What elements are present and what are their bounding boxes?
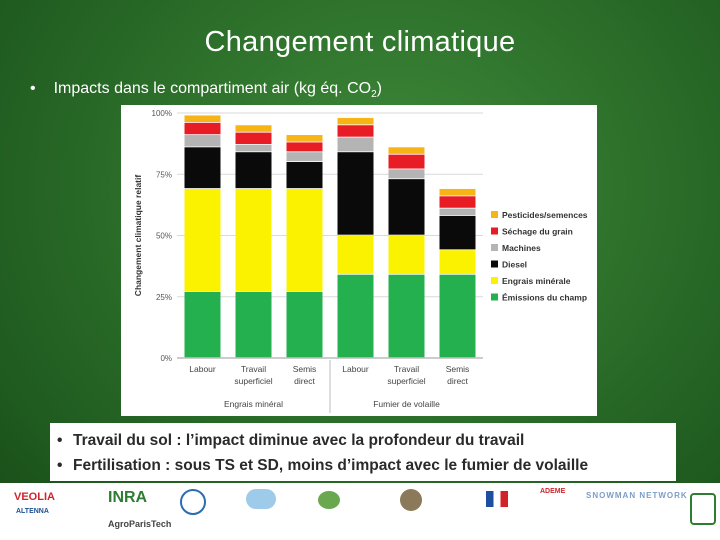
x-tick-label: superficiel	[387, 376, 425, 386]
legend-swatch	[491, 244, 498, 251]
bar-segment	[388, 147, 425, 154]
bar-segment	[184, 122, 221, 135]
stacked-bar-chart: 0% 25% 50% 75% 100% Changement climatique rel…	[133, 109, 588, 413]
bar-segment	[235, 152, 272, 189]
partner-round-icon	[400, 489, 422, 511]
bar-segment	[439, 215, 476, 250]
bar-segment	[235, 188, 272, 292]
legend-label: Séchage du grain	[502, 227, 573, 237]
legend-label: Engrais minérale	[502, 276, 571, 286]
bar-segment	[439, 188, 476, 196]
bar-segment	[337, 274, 374, 358]
note-bullet: •	[57, 457, 63, 474]
bar-segment	[337, 137, 374, 152]
bar-segment	[388, 154, 425, 169]
x-tick-label: Travail	[394, 364, 419, 374]
legend-label: Pesticides/semences	[502, 210, 588, 220]
bar-segment	[184, 115, 221, 122]
y-tick-label: 75%	[156, 170, 172, 179]
veolia-logo: VEOLIA	[14, 491, 55, 503]
bar-segment	[337, 117, 374, 125]
bar-segment	[235, 132, 272, 145]
partner-seal-icon	[180, 489, 206, 515]
legend-label: Diesel	[502, 260, 527, 270]
note-line-fertilisation: • Fertilisation : sous TS et SD, moins d’…	[57, 453, 676, 478]
partner-leaf-icon	[318, 491, 340, 509]
y-tick-label: 0%	[160, 354, 172, 363]
partner-cloud-icon	[246, 489, 276, 509]
altenna-logo: ALTENNA	[16, 508, 49, 515]
bar-segment	[184, 291, 221, 358]
agroparistech-logo: AgroParisTech	[108, 519, 172, 529]
bar-segment	[337, 235, 374, 274]
bar-segment	[286, 291, 323, 358]
bar-segment	[235, 125, 272, 132]
conclusion-notes: • Travail du sol : l’impact diminue avec …	[50, 423, 676, 481]
x-tick-label: Semis	[293, 364, 317, 374]
x-tick-label: Labour	[189, 364, 216, 374]
bar-segment	[337, 152, 374, 235]
x-tick-label: superficiel	[234, 376, 272, 386]
x-tick-label: Travail	[241, 364, 266, 374]
bar-segment	[235, 144, 272, 152]
legend-swatch	[491, 260, 498, 268]
legend-swatch	[491, 277, 498, 284]
slide-title: Changement climatique	[204, 26, 516, 58]
group-label: Fumier de volaille	[373, 399, 440, 409]
legend-label: Émissions du champ	[502, 293, 587, 303]
bar-segment	[337, 125, 374, 137]
bar-segment	[388, 274, 425, 358]
snowman-network-logo: SNOWMAN NETWORK	[586, 491, 688, 500]
chart-panel: 0% 25% 50% 75% 100% Changement climatique rel…	[121, 105, 597, 416]
bar-segment	[388, 179, 425, 235]
bar-segment	[439, 196, 476, 208]
legend-label: Machines	[502, 243, 541, 253]
x-tick-label: direct	[447, 376, 468, 386]
y-axis-title: Changement climatique relatif	[133, 175, 143, 297]
note-text: Fertilisation : sous TS et SD, moins d’i…	[73, 457, 589, 474]
note-text: Travail du sol : l’impact diminue avec l…	[73, 432, 525, 449]
bullet-impacts-air: • Impacts dans le compartiment air (kg éq…	[30, 80, 382, 100]
bar-segment	[286, 162, 323, 189]
bar-segment	[184, 147, 221, 189]
bar-segment	[439, 274, 476, 358]
x-tick-label: Semis	[446, 364, 470, 374]
bullet-dot: •	[30, 80, 36, 97]
note-bullet: •	[57, 432, 63, 449]
bullet-subscript: 2	[371, 89, 377, 101]
bullet-close: )	[376, 80, 382, 97]
partner-flag-icon	[486, 491, 508, 507]
note-line-travail-sol: • Travail du sol : l’impact diminue avec …	[57, 428, 676, 453]
inra-logo: INRA	[108, 489, 148, 506]
bar-segment	[439, 250, 476, 274]
bar-segment	[388, 235, 425, 274]
partner-logos-bar: VEOLIA ALTENNA INRA AgroParisTech ADEME …	[0, 483, 720, 540]
partner-g-icon	[690, 493, 716, 525]
legend-swatch	[491, 293, 498, 301]
bullet-text: Impacts dans le compartiment air (kg éq.…	[53, 80, 372, 97]
bar-segment	[286, 135, 323, 142]
x-tick-label: direct	[294, 376, 315, 386]
legend-swatch	[491, 211, 498, 218]
y-tick-label: 25%	[156, 293, 172, 302]
y-tick-label: 50%	[156, 232, 172, 241]
bar-segment	[184, 135, 221, 147]
bar-segment	[439, 208, 476, 216]
y-tick-label: 100%	[152, 109, 172, 118]
bar-segment	[388, 169, 425, 179]
legend-swatch	[491, 227, 498, 235]
group-label: Engrais minéral	[224, 399, 283, 409]
bar-segment	[286, 188, 323, 292]
bar-segment	[184, 188, 221, 292]
bar-segment	[286, 142, 323, 152]
ademe-logo: ADEME	[540, 488, 566, 495]
bar-segment	[286, 152, 323, 162]
x-tick-label: Labour	[342, 364, 369, 374]
bar-segment	[235, 291, 272, 358]
